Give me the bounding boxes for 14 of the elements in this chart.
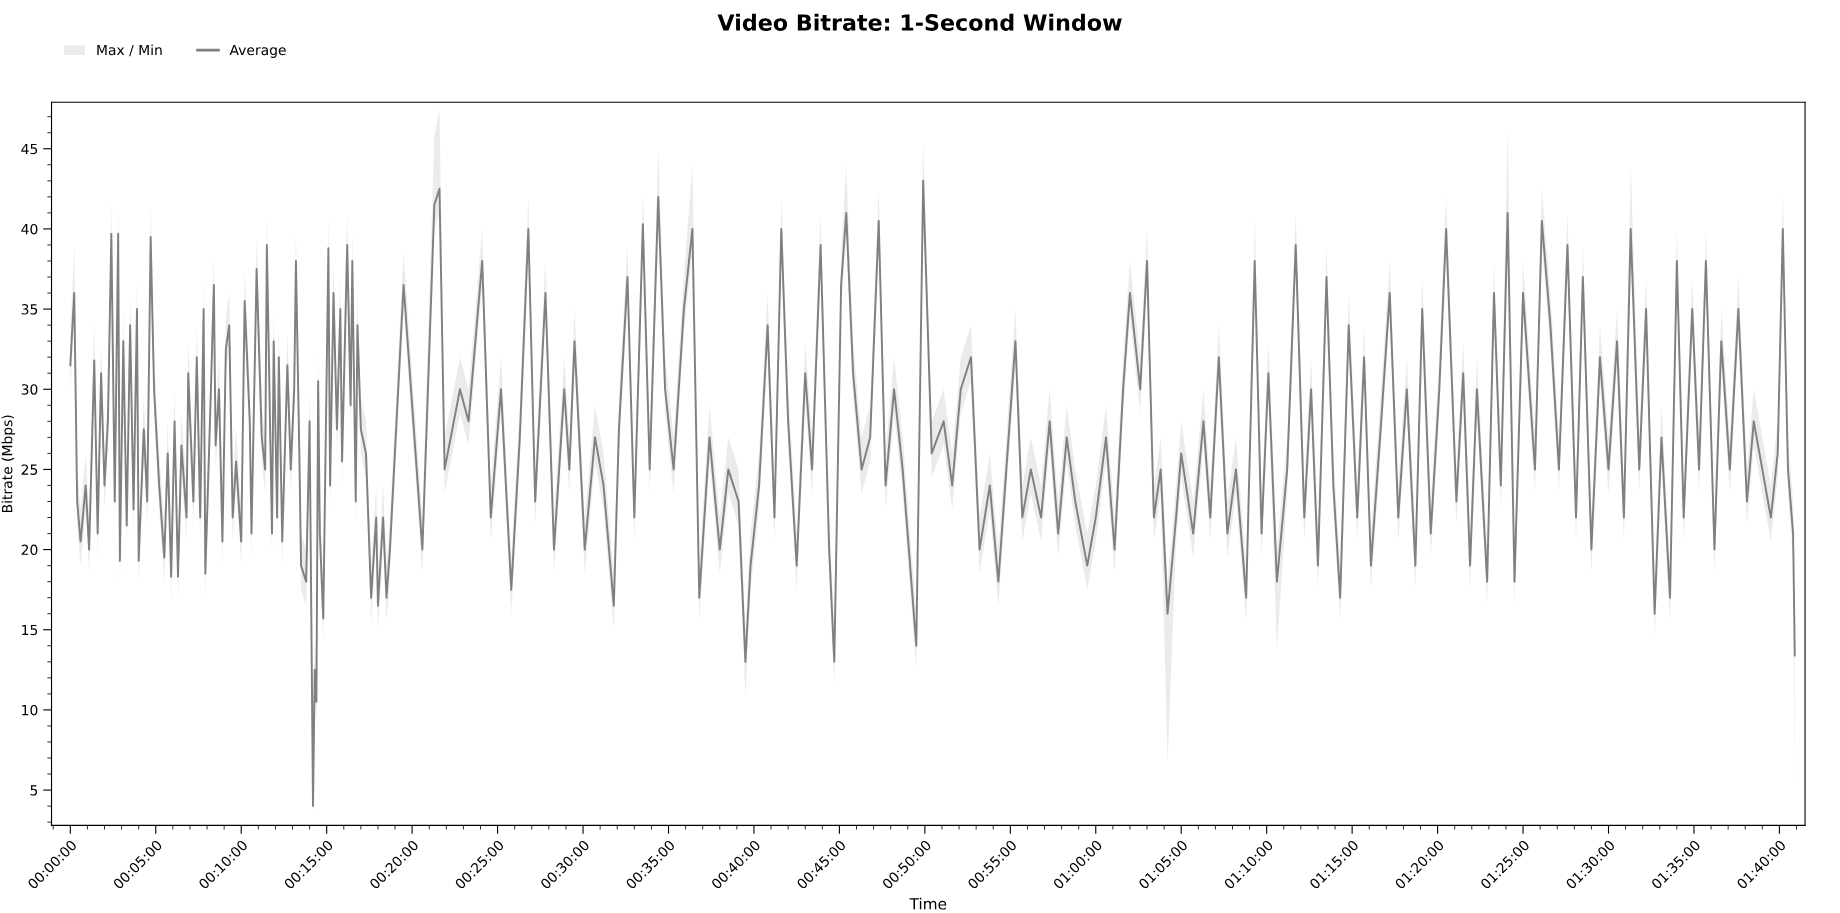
chart-title: Video Bitrate: 1-Second Window: [717, 13, 1122, 31]
text: Max / Min: [97, 44, 162, 57]
legend-label: Average: [229, 44, 286, 58]
y-tick-label: 15: [22, 624, 38, 636]
y-tick-label: 20: [21, 544, 38, 556]
y-tick-label: 30: [21, 384, 38, 395]
y-tick-label: 10: [22, 704, 38, 716]
y-tick-label: 5: [30, 785, 38, 796]
x-axis-title: Time: [909, 897, 947, 910]
y-axis-title: Bitrate (Mbps): [1, 415, 16, 513]
y-tick-label: 25: [21, 464, 38, 475]
y-tick-label: 45: [21, 143, 38, 155]
y-tick-label: 35: [21, 304, 38, 315]
y-tick-label: 40: [21, 223, 38, 235]
